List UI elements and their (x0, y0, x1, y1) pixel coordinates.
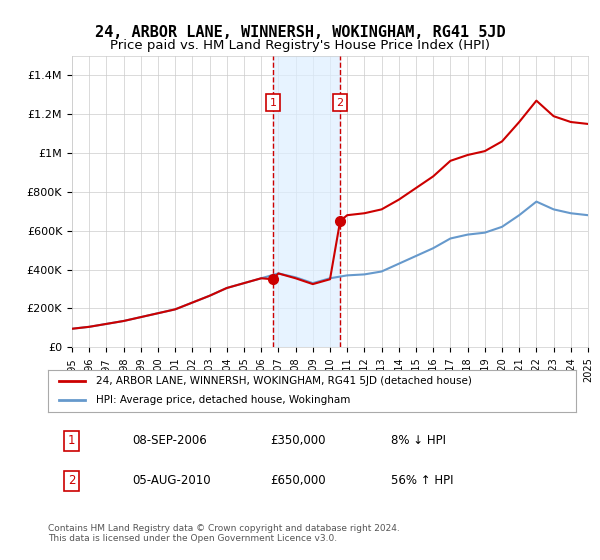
Text: 24, ARBOR LANE, WINNERSH, WOKINGHAM, RG41 5JD: 24, ARBOR LANE, WINNERSH, WOKINGHAM, RG4… (95, 25, 505, 40)
Text: 1: 1 (269, 97, 277, 108)
Text: £650,000: £650,000 (270, 474, 325, 487)
Text: 24, ARBOR LANE, WINNERSH, WOKINGHAM, RG41 5JD (detached house): 24, ARBOR LANE, WINNERSH, WOKINGHAM, RG4… (95, 376, 472, 386)
Text: Contains HM Land Registry data © Crown copyright and database right 2024.
This d: Contains HM Land Registry data © Crown c… (48, 524, 400, 543)
Text: £350,000: £350,000 (270, 434, 325, 447)
Text: 08-SEP-2006: 08-SEP-2006 (133, 434, 207, 447)
Text: 1: 1 (68, 434, 76, 447)
Text: 2: 2 (337, 97, 344, 108)
Text: 8% ↓ HPI: 8% ↓ HPI (391, 434, 446, 447)
Text: 05-AUG-2010: 05-AUG-2010 (133, 474, 211, 487)
Bar (273, 56, 340, 347)
Text: Price paid vs. HM Land Registry's House Price Index (HPI): Price paid vs. HM Land Registry's House … (110, 39, 490, 52)
Text: HPI: Average price, detached house, Wokingham: HPI: Average price, detached house, Woki… (95, 395, 350, 405)
Text: 56% ↑ HPI: 56% ↑ HPI (391, 474, 454, 487)
Text: 2: 2 (68, 474, 76, 487)
